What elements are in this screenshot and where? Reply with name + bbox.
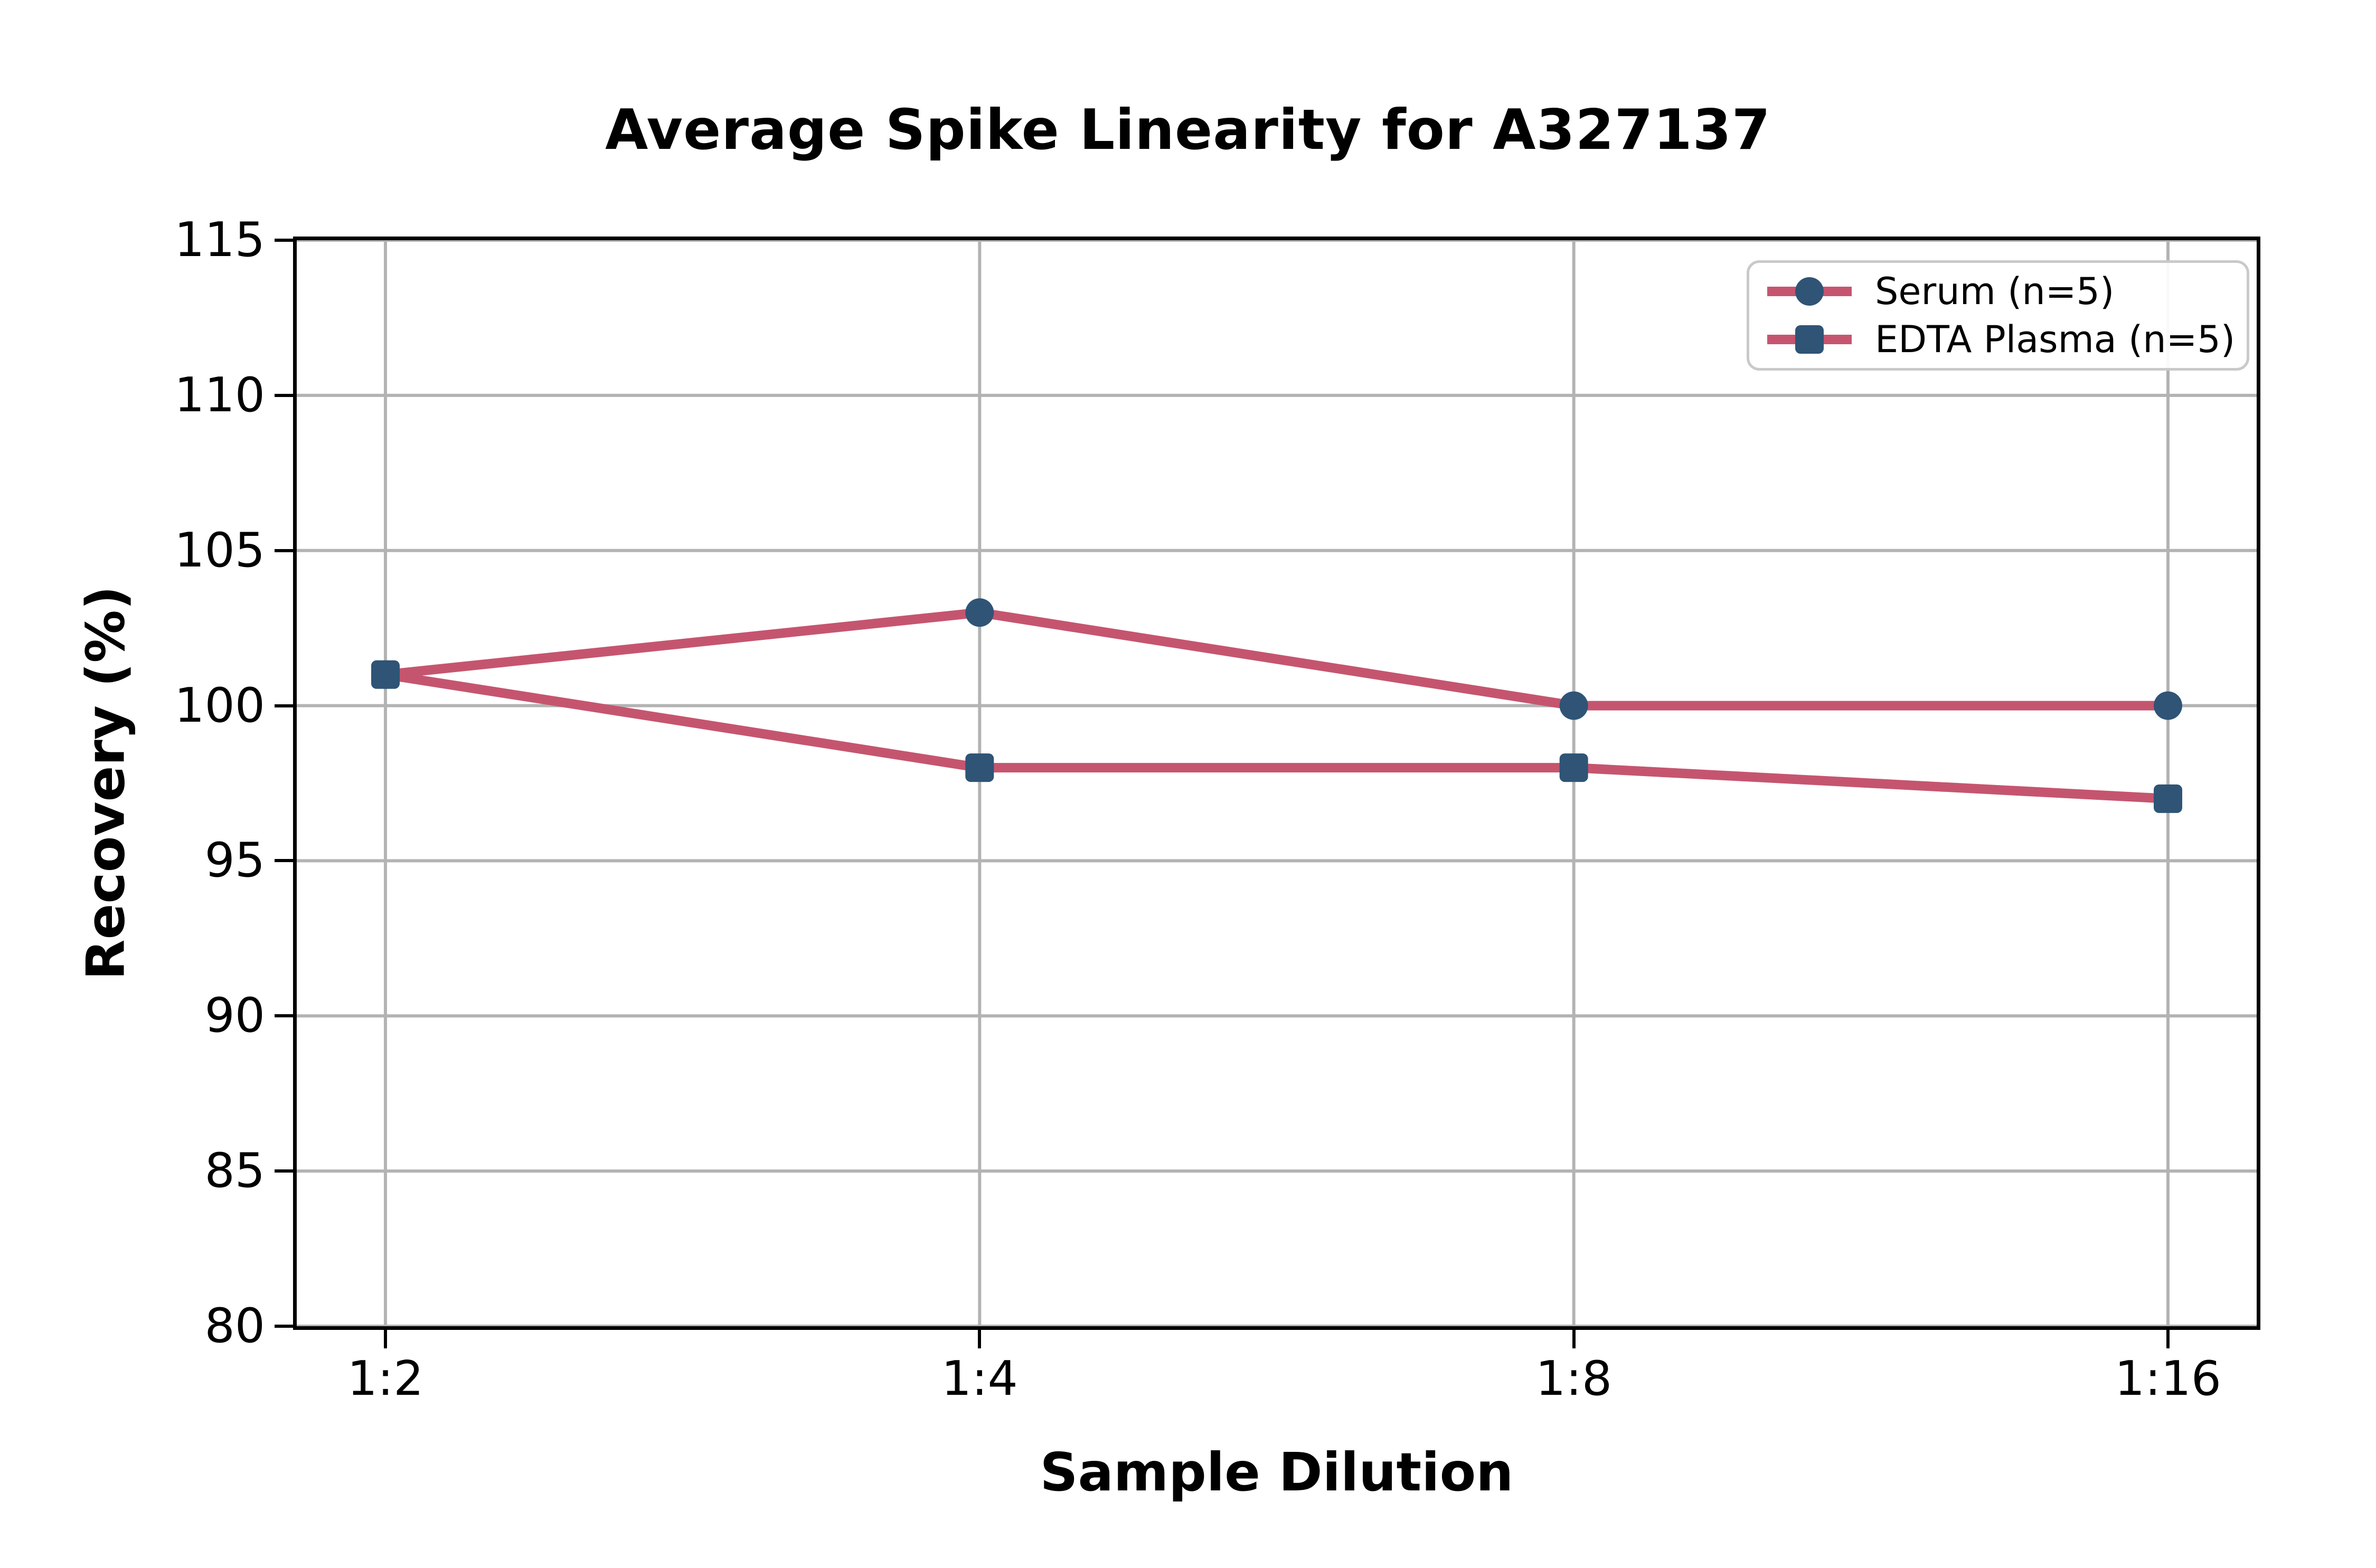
data-point-square xyxy=(371,660,400,689)
data-point-square xyxy=(2154,784,2182,813)
y-tick-label: 85 xyxy=(204,1143,265,1199)
legend-item-edta-plasma: EDTA Plasma (n=5) xyxy=(1767,316,2247,363)
x-tick xyxy=(2166,1330,2170,1348)
y-tick-label: 80 xyxy=(204,1298,265,1354)
series-line xyxy=(381,669,2173,804)
y-tick xyxy=(275,239,293,242)
data-point-circle xyxy=(965,598,994,627)
legend-sample xyxy=(1767,316,1852,363)
x-axis-label: Sample Dilution xyxy=(1040,1441,1514,1503)
legend-sample xyxy=(1767,268,1852,315)
x-tick xyxy=(1572,1330,1576,1348)
series-line xyxy=(381,608,2173,711)
x-tick-label: 1:8 xyxy=(1535,1351,1613,1406)
y-tick-label: 105 xyxy=(174,522,265,578)
y-tick xyxy=(275,1325,293,1328)
y-tick xyxy=(275,1169,293,1173)
y-tick-label: 115 xyxy=(174,212,265,268)
y-tick xyxy=(275,393,293,397)
x-tick xyxy=(978,1330,982,1348)
chart-title: Average Spike Linearity for A327137 xyxy=(605,98,1771,162)
legend-item-serum: Serum (n=5) xyxy=(1767,268,2247,315)
y-tick-label: 100 xyxy=(174,677,265,733)
square-marker-icon xyxy=(1795,325,1824,354)
x-tick-label: 1:16 xyxy=(2114,1351,2222,1406)
y-tick xyxy=(275,859,293,863)
legend-label: EDTA Plasma (n=5) xyxy=(1875,318,2236,362)
data-point-square xyxy=(1559,753,1588,782)
data-point-circle xyxy=(2154,691,2182,720)
x-tick xyxy=(384,1330,387,1348)
y-tick-label: 90 xyxy=(204,988,265,1044)
y-tick xyxy=(275,704,293,707)
y-tick-label: 110 xyxy=(174,367,265,423)
x-tick-label: 1:4 xyxy=(941,1351,1018,1406)
y-axis-label: Recovery (%) xyxy=(74,585,137,980)
circle-marker-icon xyxy=(1795,277,1824,306)
y-tick-label: 95 xyxy=(204,833,265,889)
y-tick xyxy=(275,549,293,552)
data-point-circle xyxy=(1559,691,1588,720)
legend: Serum (n=5) EDTA Plasma (n=5) xyxy=(1747,260,2249,371)
x-tick-label: 1:2 xyxy=(347,1351,424,1406)
y-tick xyxy=(275,1014,293,1018)
plot-area: 80 85 90 95 100 105 110 115 1:2 1:4 1:8 1:16 xyxy=(174,212,2260,1406)
chart-canvas xyxy=(297,240,2257,1326)
data-point-square xyxy=(965,753,994,782)
legend-label: Serum (n=5) xyxy=(1875,269,2115,313)
